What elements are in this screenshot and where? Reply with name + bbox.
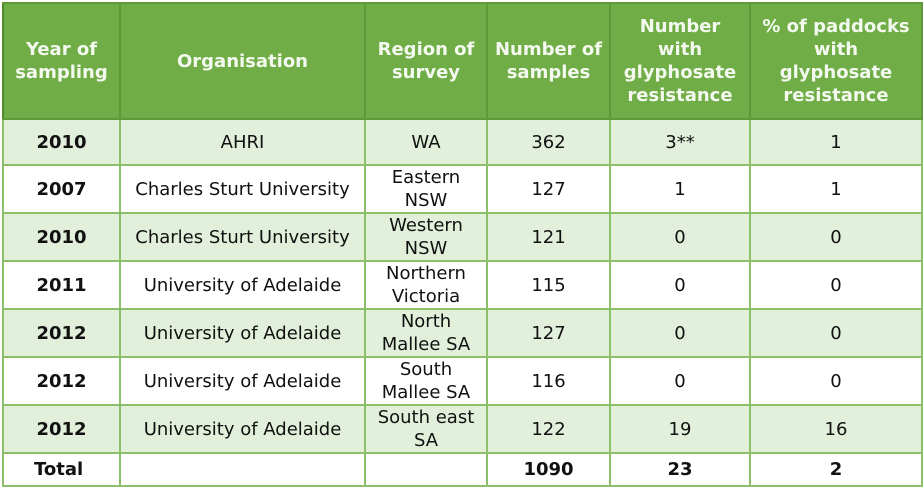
cell-percent: 1	[749, 164, 923, 214]
total-samples: 1090	[486, 452, 611, 487]
header-region: Region of survey	[364, 2, 488, 120]
cell-percent: 0	[749, 212, 923, 262]
total-label: Total	[2, 452, 121, 487]
cell-year: 2010	[2, 118, 121, 166]
table-row: 2012 University of Adelaide South east S…	[2, 404, 923, 454]
cell-year: 2007	[2, 164, 121, 214]
cell-percent: 0	[749, 260, 923, 310]
cell-year: 2012	[2, 356, 121, 406]
total-row: Total 1090 23 2	[2, 452, 923, 487]
cell-samples: 127	[486, 164, 611, 214]
table-row: 2007 Charles Sturt University Eastern NS…	[2, 164, 923, 214]
cell-samples: 362	[486, 118, 611, 166]
cell-region: Western NSW	[364, 212, 488, 262]
header-samples: Number of samples	[486, 2, 611, 120]
cell-organisation: University of Adelaide	[119, 308, 366, 358]
cell-samples: 115	[486, 260, 611, 310]
cell-resistant: 0	[609, 308, 751, 358]
table-row: 2012 University of Adelaide South Mallee…	[2, 356, 923, 406]
cell-percent: 16	[749, 404, 923, 454]
table-row: 2011 University of Adelaide Northern Vic…	[2, 260, 923, 310]
cell-resistant: 19	[609, 404, 751, 454]
cell-organisation: University of Adelaide	[119, 260, 366, 310]
total-region	[364, 452, 488, 487]
cell-organisation: Charles Sturt University	[119, 164, 366, 214]
total-percent: 2	[749, 452, 923, 487]
cell-year: 2012	[2, 404, 121, 454]
table-row: 2010 AHRI WA 362 3** 1	[2, 118, 923, 166]
cell-year: 2011	[2, 260, 121, 310]
header-organisation: Organisation	[119, 2, 366, 120]
cell-resistant: 0	[609, 260, 751, 310]
cell-resistant: 0	[609, 212, 751, 262]
cell-region: WA	[364, 118, 488, 166]
total-resistant: 23	[609, 452, 751, 487]
header-percent: % of paddocks with glyphosate resistance	[749, 2, 923, 120]
total-organisation	[119, 452, 366, 487]
cell-year: 2012	[2, 308, 121, 358]
cell-resistant: 3**	[609, 118, 751, 166]
header-year: Year of sampling	[2, 2, 121, 120]
cell-organisation: AHRI	[119, 118, 366, 166]
cell-resistant: 0	[609, 356, 751, 406]
cell-organisation: Charles Sturt University	[119, 212, 366, 262]
header-resistant: Number with glyphosate resistance	[609, 2, 751, 120]
cell-samples: 127	[486, 308, 611, 358]
table-row: 2010 Charles Sturt University Western NS…	[2, 212, 923, 262]
cell-percent: 0	[749, 308, 923, 358]
cell-samples: 121	[486, 212, 611, 262]
cell-region: North Mallee SA	[364, 308, 488, 358]
cell-resistant: 1	[609, 164, 751, 214]
cell-region: South east SA	[364, 404, 488, 454]
cell-year: 2010	[2, 212, 121, 262]
cell-region: South Mallee SA	[364, 356, 488, 406]
cell-samples: 116	[486, 356, 611, 406]
cell-region: Northern Victoria	[364, 260, 488, 310]
cell-percent: 0	[749, 356, 923, 406]
cell-samples: 122	[486, 404, 611, 454]
cell-region: Eastern NSW	[364, 164, 488, 214]
cell-organisation: University of Adelaide	[119, 404, 366, 454]
table-row: 2012 University of Adelaide North Mallee…	[2, 308, 923, 358]
header-row: Year of sampling Organisation Region of …	[2, 2, 923, 120]
cell-organisation: University of Adelaide	[119, 356, 366, 406]
cell-percent: 1	[749, 118, 923, 166]
